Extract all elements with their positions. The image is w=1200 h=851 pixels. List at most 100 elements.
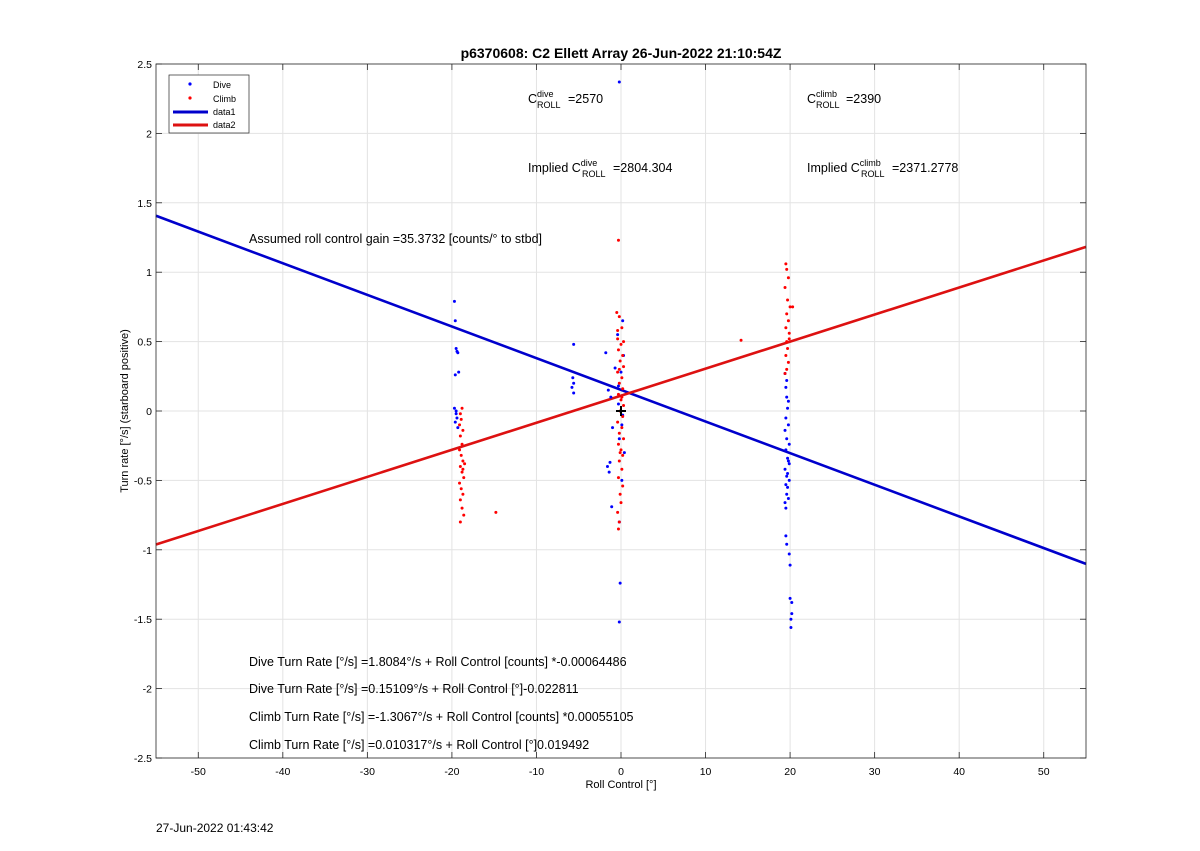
climb-point: [460, 506, 464, 510]
dive-point: [784, 416, 788, 420]
y-tick-label: -0.5: [134, 475, 152, 487]
climb-point: [615, 310, 619, 314]
x-tick-label: -40: [275, 766, 290, 778]
dive-point: [785, 542, 789, 546]
annotation-implied-dive-value: =2804.304: [613, 161, 672, 175]
annotation-implied-climb-sup: climb: [860, 158, 881, 168]
dive-point: [786, 399, 790, 403]
dive-point: [620, 423, 624, 427]
climb-point: [791, 305, 795, 309]
annotation-c-roll-dive-prefix: C: [528, 92, 537, 106]
dive-point: [456, 351, 460, 355]
dive-point: [621, 319, 625, 323]
legend-climb-label: Climb: [213, 94, 236, 104]
climb-point: [786, 347, 790, 351]
climb-point: [783, 372, 787, 376]
y-tick-label: 0: [146, 406, 152, 418]
climb-point: [622, 437, 626, 441]
annotation-c-roll-climb-sup: climb: [816, 89, 837, 99]
dive-point: [572, 391, 576, 395]
y-tick-label: -2: [143, 684, 152, 696]
dive-point: [786, 485, 790, 489]
dive-point: [610, 505, 614, 509]
climb-point: [786, 360, 790, 364]
print-timestamp: 27-Jun-2022 01:43:42: [156, 821, 274, 835]
climb-point: [617, 381, 621, 385]
climb-point: [616, 370, 620, 374]
climb-point: [462, 476, 466, 480]
dive-point: [457, 370, 461, 374]
dive-point: [786, 423, 790, 427]
climb-point: [616, 337, 620, 341]
dive-point: [788, 596, 792, 600]
climb-point: [459, 417, 463, 421]
climb-point: [458, 448, 462, 452]
dive-point: [784, 506, 788, 510]
legend-data1-label: data1: [213, 107, 236, 117]
y-tick-label: 2: [146, 128, 152, 140]
chart-title: p6370608: C2 Ellett Array 26-Jun-2022 21…: [461, 45, 782, 61]
climb-point: [786, 319, 790, 323]
climb-point: [616, 527, 620, 531]
dive-point: [785, 378, 789, 382]
dive-point: [785, 492, 789, 496]
dive-point: [452, 299, 456, 303]
dive-point: [617, 80, 621, 84]
climb-point: [616, 420, 620, 424]
dive-point: [784, 483, 788, 487]
y-tick-label: -2.5: [134, 753, 152, 765]
dive-point: [454, 347, 458, 351]
climb-point: [616, 328, 620, 332]
x-tick-label: 20: [784, 766, 796, 778]
dive-point: [786, 471, 790, 475]
dive-point: [787, 552, 791, 556]
climb-point: [461, 459, 465, 463]
dive-point: [453, 319, 457, 323]
climb-point: [622, 365, 626, 369]
dive-point: [788, 563, 792, 567]
climb-point: [785, 367, 789, 371]
climb-point: [458, 423, 462, 427]
x-tick-label: 40: [953, 766, 965, 778]
climb-point: [784, 353, 788, 357]
climb-point: [458, 412, 462, 416]
climb-point: [461, 492, 465, 496]
dive-point: [617, 620, 621, 624]
legend-dive-label: Dive: [213, 80, 231, 90]
y-tick-label: 0.5: [137, 337, 152, 349]
dive-point: [786, 406, 790, 410]
dive-point: [452, 406, 456, 410]
dive-point: [784, 448, 788, 452]
climb-point: [619, 342, 623, 346]
dive-point: [454, 412, 458, 416]
annotation-eq-dive-counts: Dive Turn Rate [°/s] =1.8084°/s + Roll C…: [249, 655, 627, 669]
dive-point: [790, 601, 794, 605]
dive-point: [620, 478, 624, 482]
climb-point: [618, 451, 622, 455]
climb-point: [617, 315, 621, 319]
dive-point: [616, 402, 620, 406]
climb-point: [458, 434, 462, 438]
legend-box: [168, 74, 250, 134]
dive-point: [607, 470, 611, 474]
dive-point: [785, 474, 789, 478]
dive-point: [609, 395, 613, 399]
dive-point: [608, 460, 612, 464]
dive-point: [784, 534, 788, 538]
dive-point: [786, 496, 790, 500]
dive-point: [783, 501, 787, 505]
climb-point: [462, 513, 466, 517]
climb-point: [620, 426, 624, 430]
climb-point: [460, 406, 464, 410]
annotation-c-roll-climb-sub: ROLL: [816, 100, 840, 110]
climb-point: [460, 470, 464, 474]
annotation-implied-climb-prefix: Implied C: [807, 161, 860, 175]
climb-point: [616, 392, 620, 396]
climb-point: [784, 262, 788, 266]
dive-point: [786, 456, 790, 460]
annotation-c-roll-dive: Cdive ROLL =2570: [528, 89, 603, 110]
x-tick-label: 10: [700, 766, 712, 778]
climb-point: [785, 340, 789, 344]
climb-point: [458, 498, 462, 502]
